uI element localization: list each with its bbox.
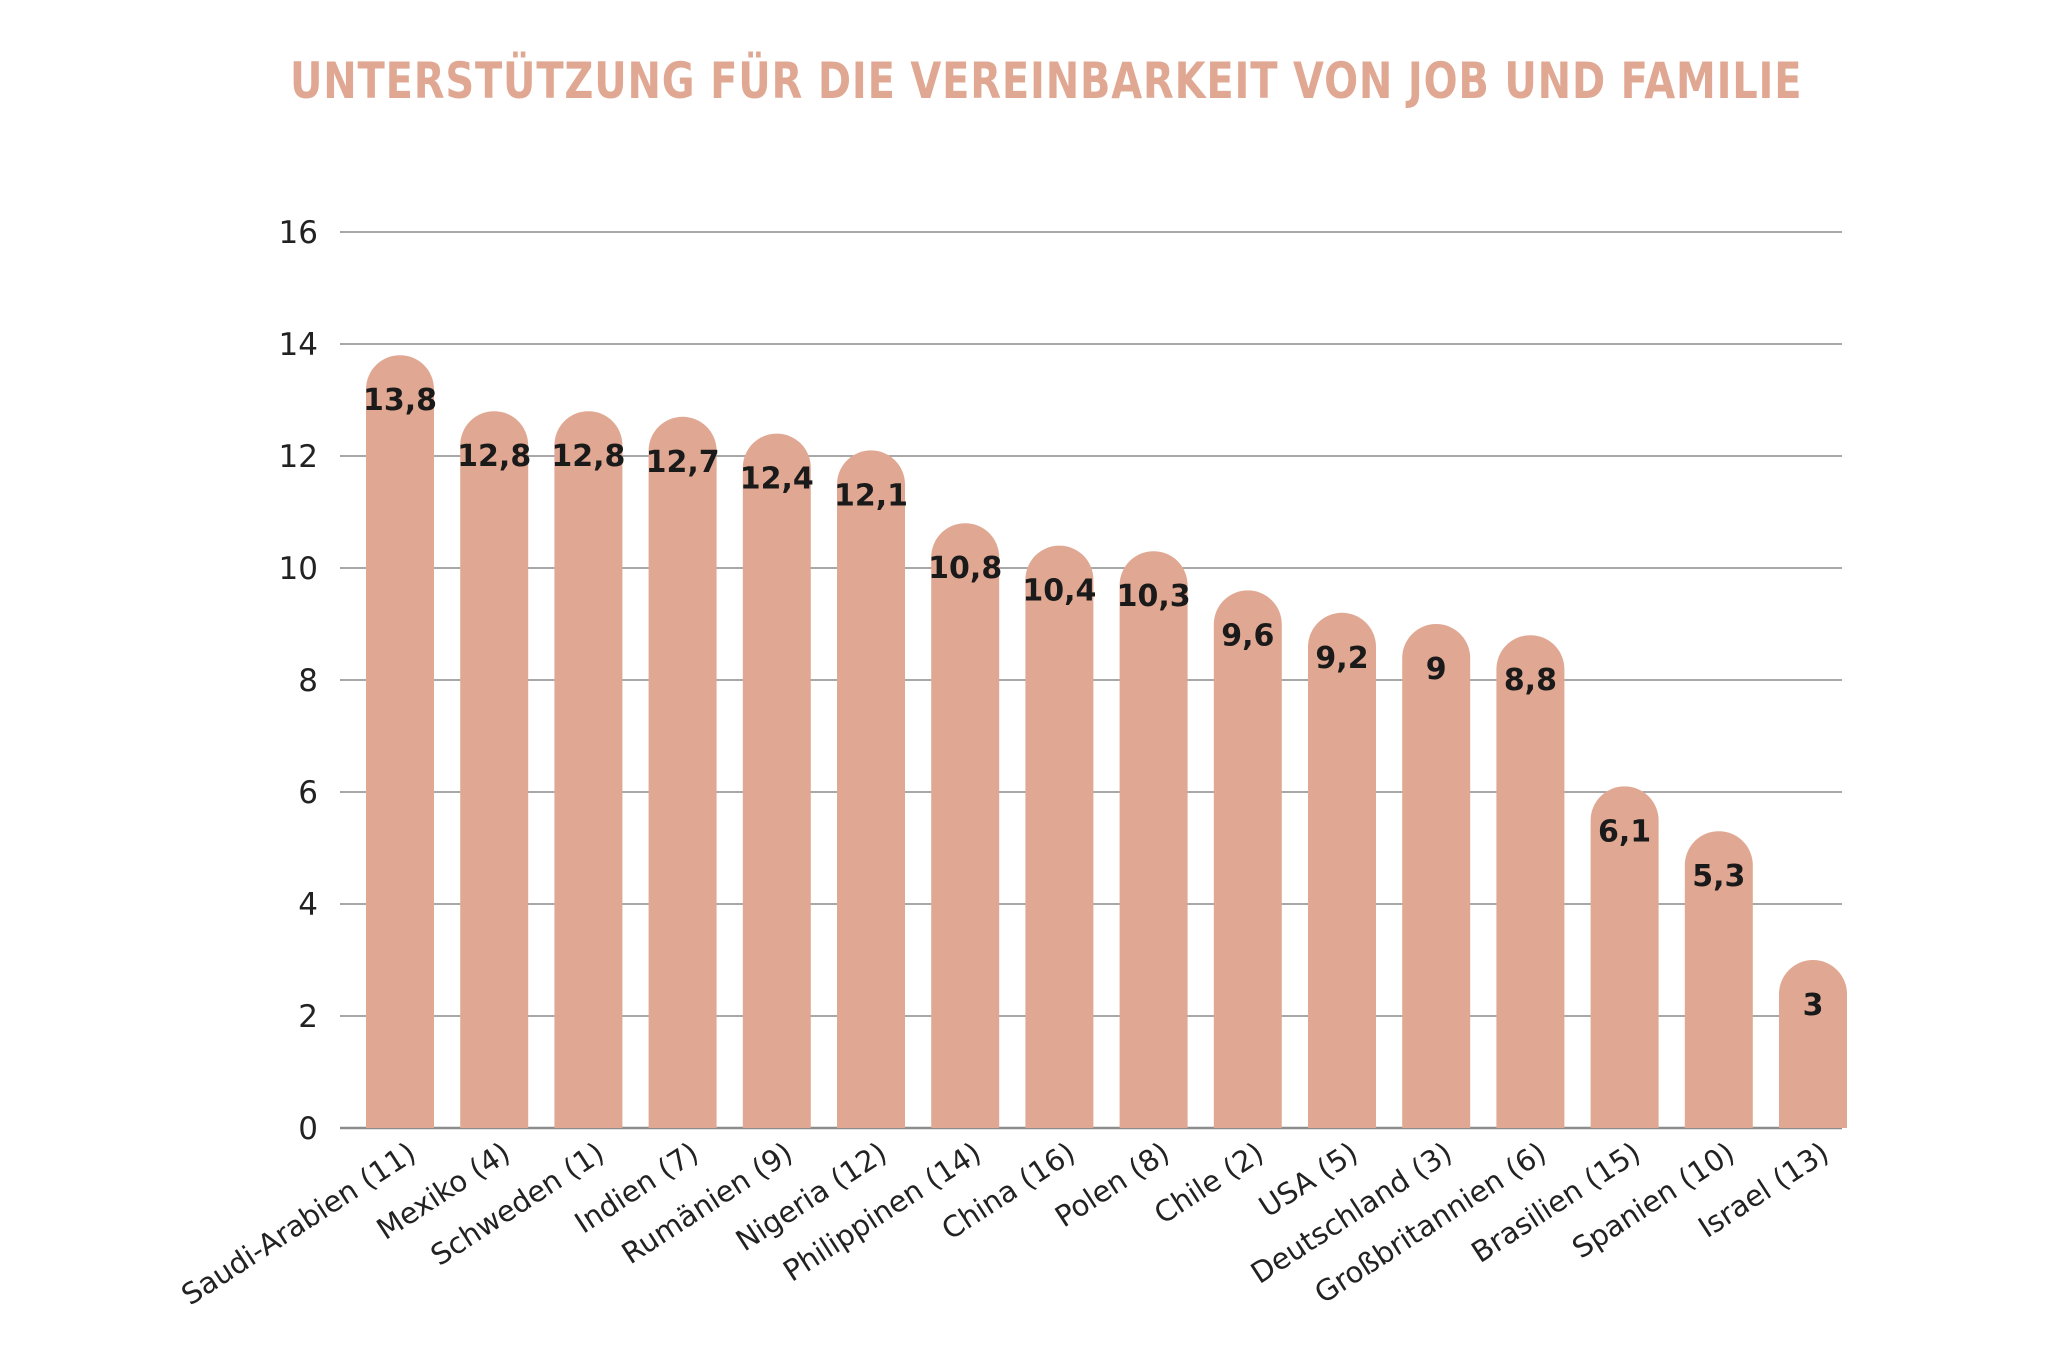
bars [366,355,1847,1129]
bar-value-label: 13,8 [363,383,437,418]
y-tick-label: 4 [298,887,318,923]
bar-value-label: 12,8 [457,439,531,474]
bar [1684,831,1753,1128]
bar [1496,635,1565,1128]
bar-value-label: 10,3 [1117,579,1191,614]
x-axis-labels: Saudi-Arabien (11)Mexiko (4)Schweden (1)… [175,1135,1834,1312]
y-tick-label: 14 [279,327,318,363]
bar-value-label: 10,4 [1022,574,1096,609]
bar-value-label: 3 [1803,988,1824,1023]
bar-value-label: 9,6 [1221,618,1274,653]
bar-value-label: 6,1 [1598,814,1651,849]
y-tick-label: 2 [298,999,318,1035]
bar-value-label: 12,8 [551,439,625,474]
y-axis-ticks: 0 2 4 6 8 10 12 14 16 [279,215,318,1147]
bar [931,523,1000,1128]
bar [648,416,717,1128]
bar-value-label: 8,8 [1504,663,1557,698]
bar-value-label: 9,2 [1315,641,1368,676]
bar [1025,545,1094,1128]
bar [1308,612,1376,1128]
value-labels: 13,8 12,8 12,8 12,7 12,4 12,1 10,8 10,4 10,3 9,6 9… [363,383,1823,1023]
bar-value-label: 12,4 [740,462,814,497]
bar [1119,551,1188,1128]
bar [742,433,811,1129]
bar-value-label: 12,7 [646,445,720,480]
bar [460,411,529,1128]
category-label: Spanien (10) [1566,1135,1741,1265]
bar [1402,624,1471,1128]
chart-title: UNTERSTÜTZUNG FÜR DIE VEREINBARKEIT VON … [290,52,1803,110]
bar-value-label: 10,8 [928,551,1002,586]
bar [366,355,434,1128]
bar [1590,786,1659,1128]
category-label: Chile (2) [1148,1135,1270,1230]
y-tick-label: 10 [279,551,318,587]
bar [1779,960,1847,1128]
y-tick-label: 12 [279,439,318,475]
bar-value-label: 9 [1426,652,1447,687]
y-tick-label: 0 [298,1111,318,1147]
bar [837,450,905,1128]
y-tick-label: 6 [298,775,318,811]
bar [554,411,623,1128]
bar-value-label: 5,3 [1692,859,1745,894]
bar-value-label: 12,1 [834,478,908,513]
y-tick-label: 8 [298,663,318,699]
y-tick-label: 16 [279,215,318,251]
bar [1213,590,1282,1128]
